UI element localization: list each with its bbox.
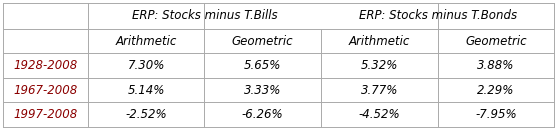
Text: 5.32%: 5.32% [360, 59, 398, 72]
Text: 3.33%: 3.33% [244, 84, 281, 97]
Text: ERP: Stocks minus T.Bills: ERP: Stocks minus T.Bills [131, 9, 277, 22]
Text: ERP: Stocks minus T.Bonds: ERP: Stocks minus T.Bonds [359, 9, 517, 22]
Text: 5.14%: 5.14% [128, 84, 165, 97]
Text: 1928-2008: 1928-2008 [13, 59, 77, 72]
Text: -4.52%: -4.52% [359, 108, 400, 121]
Text: 5.65%: 5.65% [244, 59, 281, 72]
Text: Geometric: Geometric [465, 35, 527, 48]
Text: -6.26%: -6.26% [242, 108, 284, 121]
Text: 3.88%: 3.88% [477, 59, 515, 72]
Text: -2.52%: -2.52% [125, 108, 167, 121]
Text: 2.29%: 2.29% [477, 84, 515, 97]
Text: 1967-2008: 1967-2008 [13, 84, 77, 97]
Text: Arithmetic: Arithmetic [349, 35, 410, 48]
Text: 1997-2008: 1997-2008 [13, 108, 77, 121]
Text: 3.77%: 3.77% [360, 84, 398, 97]
Text: Arithmetic: Arithmetic [115, 35, 177, 48]
Text: Geometric: Geometric [232, 35, 294, 48]
Text: 7.30%: 7.30% [128, 59, 165, 72]
Text: -7.95%: -7.95% [475, 108, 517, 121]
